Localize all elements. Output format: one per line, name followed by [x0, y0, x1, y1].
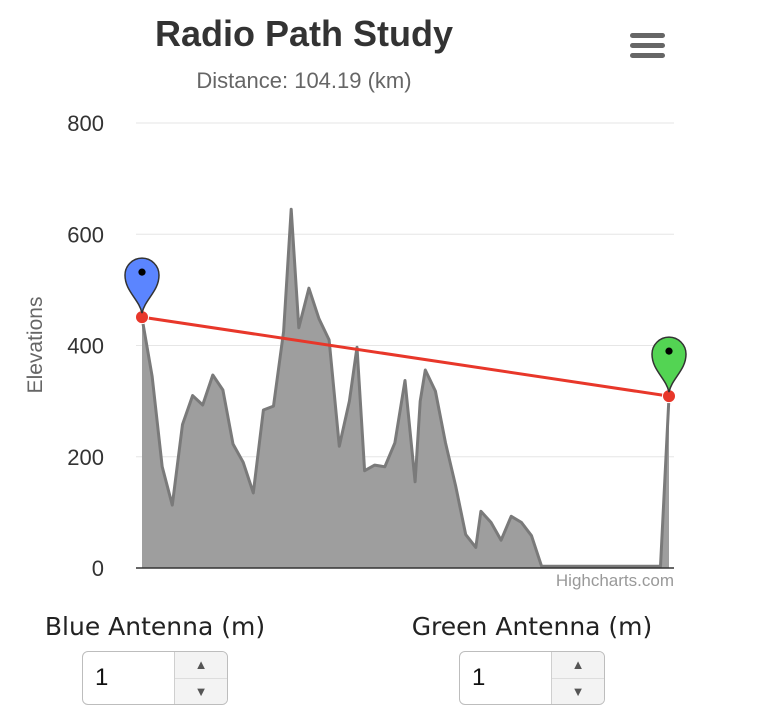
y-tick-label: 800 — [67, 111, 104, 136]
y-tick-label: 400 — [67, 334, 104, 359]
y-tick-label: 0 — [92, 556, 104, 581]
blue-antenna-spin-buttons: ▲ ▼ — [174, 652, 227, 704]
terrain-line — [140, 207, 671, 568]
radio-path-chart: Radio Path Study Distance: 104.19 (km) 0… — [24, 13, 687, 590]
blue-antenna-control: Blue Antenna (m) 1 ▲ ▼ — [5, 612, 305, 705]
hamburger-menu-icon — [630, 33, 665, 58]
green-antenna-input[interactable]: 1 — [472, 664, 486, 691]
y-axis-ticks: 0 200 400 600 800 — [67, 111, 104, 581]
chart-title: Radio Path Study — [155, 13, 453, 54]
blue-map-pin-icon[interactable] — [124, 257, 160, 314]
green-antenna-decrement-icon[interactable]: ▼ — [552, 677, 604, 705]
y-tick-label: 600 — [67, 222, 104, 247]
series-layer — [124, 207, 687, 568]
green-antenna-label: Green Antenna (m) — [411, 612, 653, 641]
credits-link[interactable]: Highcharts.com — [556, 571, 674, 590]
blue-antenna-decrement-icon[interactable]: ▼ — [175, 677, 227, 705]
green-map-pin-icon[interactable] — [651, 336, 687, 393]
green-antenna-increment-icon[interactable]: ▲ — [571, 657, 585, 673]
chart-subtitle: Distance: 104.19 (km) — [196, 68, 411, 93]
blue-antenna-stepper[interactable]: 1 ▲ ▼ — [82, 651, 228, 705]
green-antenna-spin-buttons: ▲ ▼ — [551, 652, 604, 704]
line-of-sight — [141, 315, 670, 398]
blue-antenna-increment-icon[interactable]: ▲ — [194, 657, 208, 673]
blue-antenna-label: Blue Antenna (m) — [44, 612, 266, 641]
green-antenna-control: Green Antenna (m) 1 ▲ ▼ — [382, 612, 682, 705]
green-antenna-stepper[interactable]: 1 ▲ ▼ — [459, 651, 605, 705]
blue-antenna-input[interactable]: 1 — [95, 664, 109, 691]
y-tick-label: 200 — [67, 445, 104, 470]
y-axis-title: Elevations — [24, 297, 47, 394]
context-menu-button[interactable] — [622, 24, 674, 68]
